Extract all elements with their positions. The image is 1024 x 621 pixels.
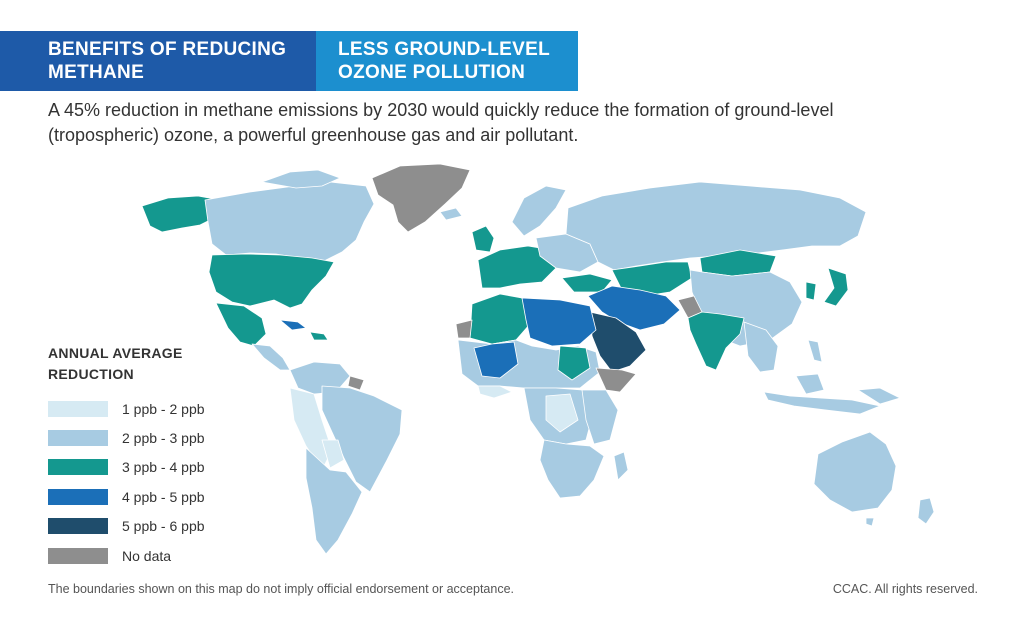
legend-swatch bbox=[48, 518, 108, 535]
legend-item: 1 ppb - 2 ppb bbox=[48, 394, 208, 423]
india bbox=[687, 311, 745, 371]
legend-item: 2 ppb - 3 ppb bbox=[48, 423, 208, 452]
legend-label: No data bbox=[122, 547, 172, 564]
congo bbox=[545, 393, 579, 433]
legend-swatch bbox=[48, 400, 108, 417]
alaska bbox=[141, 195, 221, 233]
mali-niger bbox=[473, 341, 519, 379]
legend-title: ANNUAL AVERAGE REDUCTION bbox=[48, 345, 183, 382]
southeast-asia bbox=[743, 321, 779, 373]
canada bbox=[204, 181, 375, 263]
mexico bbox=[215, 302, 267, 347]
legend-label: 5 ppb - 6 ppb bbox=[122, 518, 205, 535]
sudan bbox=[557, 345, 591, 381]
greenland bbox=[371, 163, 471, 233]
japan bbox=[823, 267, 849, 307]
southern-africa bbox=[539, 439, 605, 499]
horn-of-africa bbox=[595, 367, 637, 393]
legend-label: 3 ppb - 4 ppb bbox=[122, 459, 205, 476]
korea bbox=[805, 281, 817, 301]
new-guinea bbox=[857, 387, 901, 405]
banner-right-title: LESS GROUND-LEVEL OZONE POLLUTION bbox=[316, 31, 578, 91]
maghreb bbox=[469, 293, 531, 345]
legend: ANNUAL AVERAGE REDUCTION 1 ppb - 2 ppb 2… bbox=[48, 343, 208, 570]
boundary-disclaimer: The boundaries shown on this map do not … bbox=[48, 582, 515, 596]
new-zealand bbox=[917, 497, 935, 525]
west-africa-coast bbox=[477, 385, 513, 399]
banner-left-title: BENEFITS OF REDUCING METHANE bbox=[0, 31, 316, 91]
turkey bbox=[561, 273, 613, 293]
scandinavia bbox=[511, 185, 567, 237]
copyright-notice: CCAC. All rights reserved. bbox=[832, 582, 978, 596]
legend-swatch bbox=[48, 459, 108, 476]
legend-swatch bbox=[48, 547, 108, 564]
indonesia bbox=[763, 391, 881, 415]
madagascar bbox=[613, 451, 629, 481]
usa bbox=[208, 253, 335, 309]
legend-item: 4 ppb - 5 ppb bbox=[48, 482, 208, 511]
legend-item: 3 ppb - 4 ppb bbox=[48, 453, 208, 482]
cuba bbox=[279, 319, 307, 331]
central-america bbox=[251, 343, 291, 371]
philippines bbox=[807, 339, 823, 363]
legend-item: 5 ppb - 6 ppb bbox=[48, 512, 208, 541]
legend-label: 2 ppb - 3 ppb bbox=[122, 430, 205, 447]
australia bbox=[813, 431, 897, 513]
guiana bbox=[347, 375, 365, 391]
east-africa bbox=[581, 389, 619, 445]
arabian-peninsula bbox=[589, 311, 647, 373]
legend-label: 4 ppb - 5 ppb bbox=[122, 488, 205, 505]
brazil bbox=[321, 385, 403, 493]
peru-ecuador bbox=[289, 387, 333, 471]
western-sahara bbox=[455, 319, 473, 339]
iceland bbox=[439, 207, 463, 221]
legend-swatch bbox=[48, 488, 108, 505]
southern-cone bbox=[305, 447, 363, 555]
borneo bbox=[795, 373, 825, 395]
uk-ireland bbox=[471, 225, 495, 253]
libya-egypt bbox=[521, 297, 597, 347]
legend-item: No data bbox=[48, 541, 208, 570]
bolivia bbox=[321, 439, 345, 469]
canada-islands bbox=[261, 169, 341, 189]
title-banner: BENEFITS OF REDUCING METHANE LESS GROUND… bbox=[0, 31, 578, 91]
legend-label: 1 ppb - 2 ppb bbox=[122, 400, 205, 417]
caribbean-islands bbox=[309, 331, 329, 341]
subtitle: A 45% reduction in methane emissions by … bbox=[48, 100, 834, 145]
colombia-venezuela bbox=[289, 361, 351, 395]
legend-swatch bbox=[48, 430, 108, 447]
western-europe bbox=[477, 245, 557, 289]
tasmania bbox=[865, 517, 875, 527]
world-map bbox=[141, 163, 935, 555]
